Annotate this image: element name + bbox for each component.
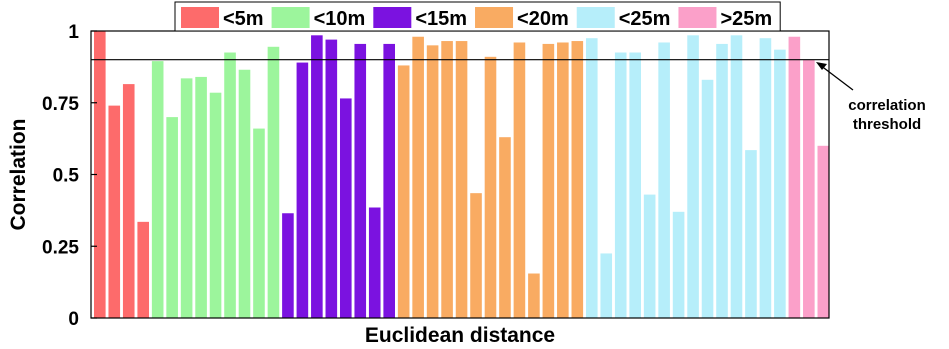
bar-5-2 bbox=[817, 145, 830, 318]
bar-2-1 bbox=[296, 62, 309, 318]
bar-1-7 bbox=[253, 128, 265, 318]
x-axis-title: Euclidean distance bbox=[365, 324, 555, 347]
bar-2-7 bbox=[383, 43, 395, 319]
bar-4-12 bbox=[759, 38, 772, 319]
bar-4-6 bbox=[672, 211, 685, 318]
bar-0-2 bbox=[122, 84, 135, 318]
bar-3-7 bbox=[499, 137, 511, 318]
bar-3-3 bbox=[441, 41, 453, 319]
bar-3-6 bbox=[484, 56, 497, 318]
bar-3-4 bbox=[455, 41, 468, 319]
bar-3-1 bbox=[412, 36, 424, 319]
bar-4-11 bbox=[745, 150, 757, 318]
bar-4-1 bbox=[600, 253, 613, 318]
bar-1-4 bbox=[209, 92, 222, 318]
bar-2-3 bbox=[325, 39, 338, 319]
bar-4-7 bbox=[687, 35, 699, 319]
y-tick-label: 0.75 bbox=[42, 94, 79, 115]
bar-3-12 bbox=[571, 41, 584, 319]
legend-label-2: <15m bbox=[415, 8, 467, 30]
bar-1-2 bbox=[180, 78, 193, 318]
bar-4-13 bbox=[774, 49, 786, 319]
legend-label-5: >25m bbox=[720, 8, 772, 30]
legend-label-3: <20m bbox=[517, 8, 569, 30]
bar-1-6 bbox=[238, 69, 251, 318]
y-tick-label: 0.5 bbox=[53, 166, 80, 187]
y-axis-title: Correlation bbox=[7, 118, 30, 230]
bar-4-9 bbox=[716, 43, 728, 319]
bar-0-3 bbox=[137, 221, 150, 318]
y-tick-label: 1 bbox=[68, 22, 79, 43]
legend-label-0: <5m bbox=[223, 8, 264, 30]
bar-3-10 bbox=[542, 43, 555, 319]
bar-5-1 bbox=[803, 59, 815, 318]
bar-1-5 bbox=[224, 52, 236, 319]
bar-2-5 bbox=[354, 43, 367, 319]
bar-4-4 bbox=[643, 194, 656, 318]
bar-3-0 bbox=[397, 65, 410, 318]
bar-3-5 bbox=[470, 193, 482, 318]
bar-3-9 bbox=[528, 273, 540, 318]
y-tick-label: 0 bbox=[68, 309, 79, 330]
bar-2-6 bbox=[368, 207, 381, 318]
bar-2-4 bbox=[339, 98, 352, 318]
bar-0-1 bbox=[108, 105, 121, 319]
bar-0-0 bbox=[94, 31, 106, 318]
legend-swatch-3 bbox=[475, 7, 514, 28]
bar-2-2 bbox=[311, 35, 323, 319]
legend: <5m <10m <15m <20m <25m >25m bbox=[174, 1, 781, 32]
bar-3-8 bbox=[513, 42, 526, 318]
bars-group bbox=[94, 31, 830, 319]
legend-label-4: <25m bbox=[619, 8, 671, 30]
legend-swatch-0 bbox=[181, 7, 219, 28]
bar-4-8 bbox=[701, 79, 714, 318]
threshold-arrow bbox=[819, 64, 854, 91]
legend-swatch-2 bbox=[373, 7, 412, 28]
threshold-label-line1: correlation bbox=[848, 97, 926, 114]
bar-4-3 bbox=[629, 52, 641, 319]
bar-3-2 bbox=[426, 45, 439, 318]
bar-3-11 bbox=[557, 42, 569, 318]
y-axis-ticks: 0 0.25 0.5 0.75 1 bbox=[42, 22, 97, 330]
bar-4-2 bbox=[614, 52, 627, 319]
legend-swatch-5 bbox=[678, 7, 717, 28]
bar-4-10 bbox=[730, 35, 743, 319]
legend-swatch-1 bbox=[271, 7, 310, 28]
legend-label-1: <10m bbox=[314, 8, 366, 30]
bar-4-0 bbox=[585, 38, 598, 319]
y-tick-label: 0.25 bbox=[42, 237, 79, 258]
threshold-annotation: correlation threshold bbox=[816, 62, 926, 133]
bar-1-8 bbox=[267, 46, 280, 318]
threshold-arrow-head bbox=[816, 62, 827, 70]
bar-1-3 bbox=[195, 76, 207, 318]
legend-swatch-4 bbox=[576, 7, 615, 28]
threshold-label-line2: threshold bbox=[853, 116, 921, 133]
bar-2-0 bbox=[282, 213, 294, 318]
bar-4-5 bbox=[658, 42, 670, 318]
bar-5-0 bbox=[788, 36, 801, 319]
bar-1-0 bbox=[151, 61, 164, 318]
bar-1-1 bbox=[166, 117, 178, 318]
